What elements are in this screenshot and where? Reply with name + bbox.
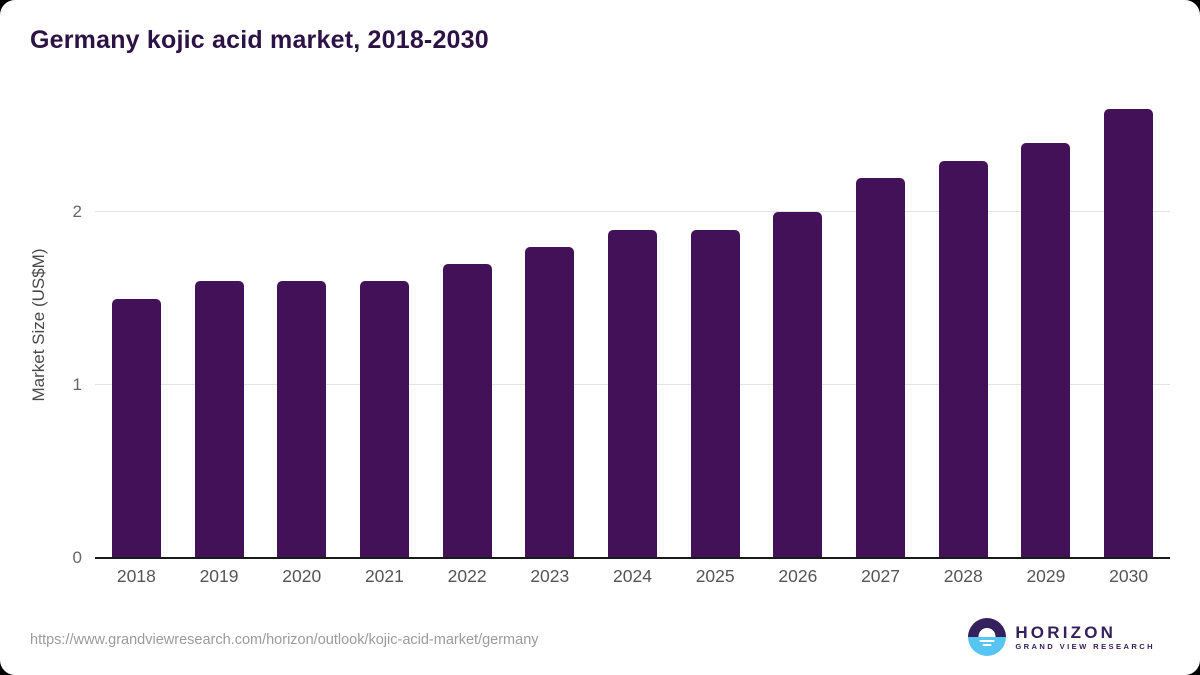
bar-band-2029 [1005, 100, 1088, 558]
source-url: https://www.grandviewresearch.com/horizo… [30, 632, 539, 648]
x-label-2018: 2018 [116, 566, 156, 586]
logo-title: HORIZON [1015, 622, 1117, 642]
bar-2027 [856, 177, 906, 558]
bar-2018 [111, 298, 161, 558]
bar-band-2030 [1087, 100, 1170, 558]
x-label-2020: 2020 [282, 566, 322, 586]
bar-band-2023 [508, 100, 591, 558]
x-label-2027: 2027 [861, 566, 900, 586]
bar-2022 [442, 264, 492, 558]
x-label-2023: 2023 [530, 566, 570, 586]
bar-2024 [607, 229, 657, 558]
bar-2026 [773, 212, 823, 558]
logo-text: HORIZON GRAND VIEW RESEARCH [1015, 623, 1155, 652]
x-axis-line [95, 557, 1170, 559]
bar-series [95, 100, 1170, 558]
chart-title: Germany kojic acid market, 2018-2030 [30, 26, 489, 54]
x-label-2021: 2021 [364, 566, 404, 586]
bar-2019 [194, 281, 244, 558]
sun-shape [978, 628, 996, 637]
bar-band-2020 [260, 100, 343, 558]
x-label-2029: 2029 [1026, 566, 1066, 586]
x-label-2030: 2030 [1109, 566, 1149, 586]
reflection-line [982, 644, 992, 647]
bar-band-2025 [674, 100, 757, 558]
bar-band-2018 [95, 100, 178, 558]
bar-2025 [690, 229, 740, 558]
bar-2030 [1104, 108, 1154, 558]
horizon-sunset-icon [968, 618, 1007, 656]
reflection-line [979, 639, 995, 643]
bar-band-2024 [591, 100, 674, 558]
x-label-2026: 2026 [778, 566, 818, 586]
bar-band-2028 [922, 100, 1005, 558]
bar-band-2026 [757, 100, 840, 558]
plot-area [95, 100, 1170, 559]
x-label-2024: 2024 [613, 566, 652, 586]
bar-2028 [938, 160, 988, 558]
y-tick-label-1: 1 [72, 375, 82, 395]
x-label-2025: 2025 [695, 566, 735, 586]
bar-band-2021 [343, 100, 426, 558]
y-tick-label-0: 0 [72, 548, 82, 567]
gridline-y-2 [95, 211, 1170, 213]
x-label-2019: 2019 [199, 566, 239, 586]
brand-logo: HORIZON GRAND VIEW RESEARCH [968, 618, 1155, 656]
bar-band-2019 [178, 100, 261, 558]
logo-subtitle: GRAND VIEW RESEARCH [1015, 641, 1155, 651]
bar-2021 [359, 281, 409, 558]
y-tick-label-2: 2 [72, 202, 82, 222]
y-axis-title: Market Size (US$M) [29, 248, 48, 402]
x-label-2028: 2028 [943, 566, 983, 586]
bar-2020 [277, 281, 327, 558]
x-label-2022: 2022 [447, 566, 487, 586]
bar-band-2022 [426, 100, 509, 558]
bar-band-2027 [839, 100, 922, 558]
bar-2023 [525, 246, 575, 558]
bar-2029 [1021, 143, 1071, 558]
x-axis-labels: 2018 2019 2020 2021 2022 2023 2024 2025 2026 2027… [95, 566, 1170, 587]
